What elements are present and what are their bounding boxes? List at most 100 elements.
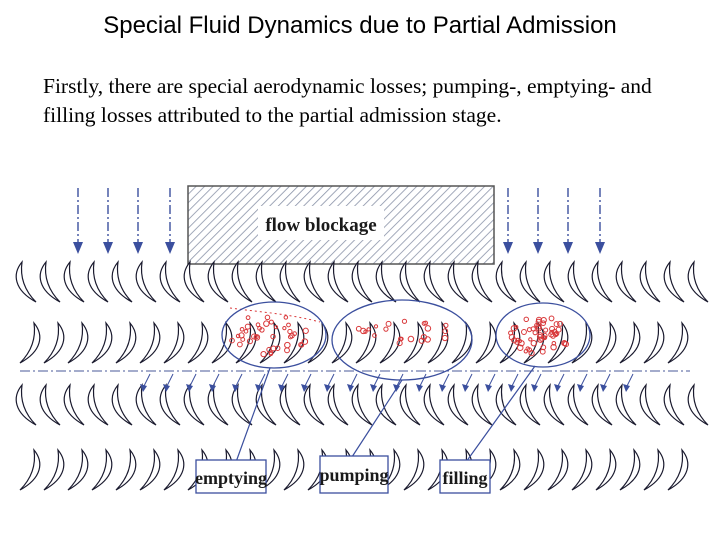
emptying-label-box: emptying [195, 459, 267, 494]
blade-profile [399, 382, 421, 426]
blade-profile [355, 320, 377, 364]
blade-profile [303, 382, 325, 426]
outflow-arrow [416, 373, 427, 392]
flow-blockage-box [187, 185, 495, 265]
blade-profile [111, 259, 133, 303]
loss-mark [287, 334, 294, 340]
loss-mark [270, 333, 276, 340]
outflow-arrow [393, 373, 404, 392]
blade-profile [351, 382, 373, 426]
inflow-arrow [503, 188, 513, 254]
loss-mark [239, 326, 245, 332]
blade-profile [39, 259, 61, 303]
outflow-arrow [278, 373, 289, 392]
blade-profile [547, 320, 569, 364]
loss-mark [510, 325, 518, 332]
loss-mark [423, 320, 429, 326]
loss-marks [229, 307, 570, 358]
inflow-arrow [73, 188, 83, 254]
loss-mark [246, 338, 253, 345]
outflow-arrow [600, 373, 611, 392]
blade-profile [43, 320, 65, 364]
blade-profile [283, 320, 305, 364]
loss-mark [515, 337, 520, 343]
blade-profile [571, 447, 593, 491]
inflow-arrow [563, 188, 573, 254]
blade-profile [67, 447, 89, 491]
outflow-arrow [347, 373, 358, 392]
slide-title: Special Fluid Dynamics due to Partial Ad… [103, 12, 617, 39]
outflow-arrow [623, 373, 634, 392]
loss-mark [373, 324, 379, 329]
loss-mark [442, 328, 449, 335]
loss-mark [535, 323, 542, 330]
blade-profile [447, 259, 469, 303]
outflow-arrow [554, 373, 565, 392]
blade-profile [471, 382, 493, 426]
loss-mark [511, 337, 518, 344]
loss-mark [229, 337, 235, 344]
loss-mark [541, 335, 547, 341]
loss-mark [401, 318, 408, 324]
blade-profile [495, 259, 517, 303]
blade-profile [67, 320, 89, 364]
loss-mark [553, 321, 560, 328]
blade-profile [375, 382, 397, 426]
blade-profile [591, 259, 613, 303]
blade-profile [615, 259, 637, 303]
blade-rows [15, 259, 709, 491]
blade-profile [235, 320, 257, 364]
inflow-arrow [133, 188, 143, 254]
blade-profile [643, 320, 665, 364]
loss-mark [282, 326, 287, 331]
loss-mark [532, 330, 538, 336]
blade-profile [159, 382, 181, 426]
blade-profile [643, 447, 665, 491]
blade-row [15, 382, 709, 426]
outflow-arrow [485, 373, 496, 392]
blade-profile [619, 447, 641, 491]
blade-profile [139, 320, 161, 364]
blade-profile [163, 447, 185, 491]
blade-profile [399, 259, 421, 303]
loss-mark [264, 314, 271, 321]
loss-mark [284, 341, 291, 349]
blade-profile [615, 382, 637, 426]
loss-mark [299, 342, 305, 348]
loss-mark [420, 333, 427, 341]
blade-profile [159, 259, 181, 303]
loss-mark [407, 335, 415, 343]
blade-profile [115, 320, 137, 364]
blade-profile [591, 382, 613, 426]
loss-mark [441, 334, 449, 342]
loss-mark [235, 333, 241, 339]
blade-profile [15, 382, 37, 426]
loss-mark [363, 329, 368, 334]
loss-mark [253, 334, 261, 341]
blade-profile [523, 447, 545, 491]
inflow-arrow [165, 188, 175, 254]
loss-mark [443, 322, 449, 328]
pumping-leader-line [349, 379, 403, 461]
blade-profile [111, 382, 133, 426]
filling-leader-line [465, 365, 536, 463]
outflow-arrow [163, 373, 174, 392]
blade-profile [303, 259, 325, 303]
loss-mark [424, 325, 432, 332]
blade-profile [135, 382, 157, 426]
blade-profile [231, 259, 253, 303]
loss-mark [530, 326, 536, 332]
loss-mark [537, 332, 543, 338]
loss-mark [287, 328, 293, 335]
outflow-arrow [301, 373, 312, 392]
emptying-leader-line [235, 367, 271, 463]
loss-mark [562, 340, 568, 347]
blade-profile [499, 447, 521, 491]
blade-profile [135, 259, 157, 303]
blade-profile [231, 382, 253, 426]
loss-mark [251, 333, 258, 340]
blade-profile [187, 320, 209, 364]
loss-mark [245, 315, 251, 321]
outflow-arrow [186, 373, 197, 392]
